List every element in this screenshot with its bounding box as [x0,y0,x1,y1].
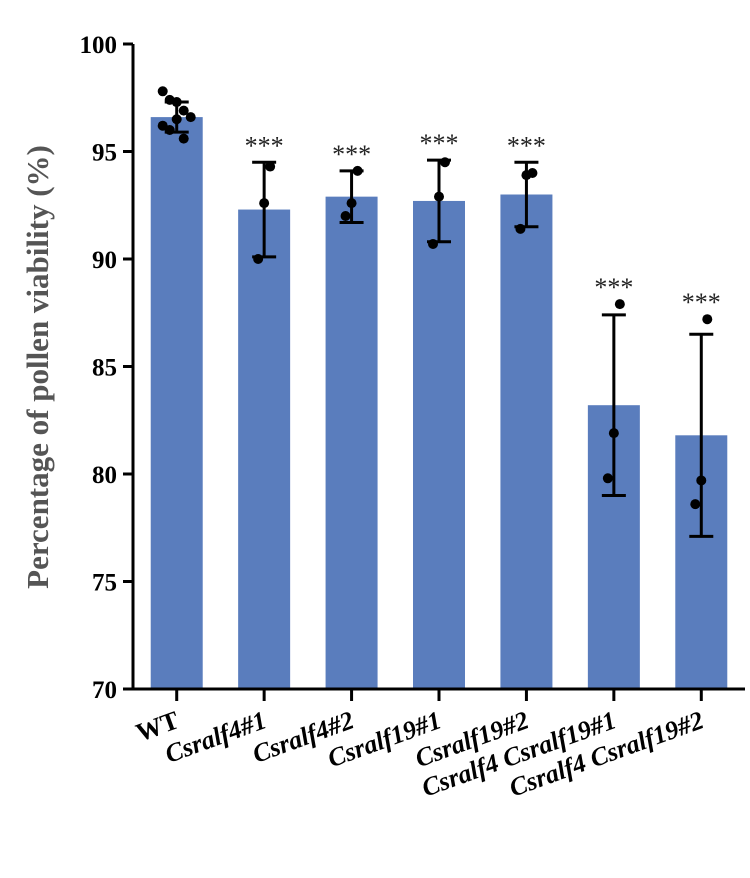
significance-label: *** [245,131,284,160]
y-tick-label: 95 [92,140,117,167]
bar [325,196,378,689]
data-point [352,165,363,176]
y-tick-label: 70 [92,677,117,704]
axis-frame [131,44,745,691]
y-axis-label: Percentage of pollen viability (%) [20,145,55,589]
data-point [265,161,276,172]
data-point [602,473,613,484]
data-point [185,112,196,123]
y-tick-label: 80 [92,462,117,489]
significance-label: *** [420,129,459,158]
y-tick-label: 90 [92,247,117,274]
bar [238,209,291,690]
data-point [515,223,526,234]
data-point [178,133,189,144]
data-point [171,114,182,125]
y-tick-label: 100 [80,32,118,59]
data-point [614,299,625,310]
significance-label: *** [507,131,546,160]
data-point [157,86,168,97]
data-point [164,125,175,135]
data-point [440,157,450,168]
y-tick-label: 75 [92,570,117,597]
data-point [434,191,444,202]
bar [413,200,465,689]
data-point [259,198,270,209]
data-point [178,105,189,116]
data-point [340,211,351,221]
data-point [428,238,438,249]
data-point [696,475,707,486]
data-point [690,499,701,510]
data-point [521,170,532,181]
y-tick-label: 85 [92,355,117,382]
data-point [702,314,713,325]
significance-label: *** [594,273,633,302]
data-point [171,97,182,108]
significance-label: *** [332,140,371,169]
significance-label: *** [682,288,721,317]
data-point [346,198,357,209]
bar [150,117,203,690]
data-point [253,254,264,264]
bar [500,194,553,689]
data-point [608,428,619,439]
x-tick-label: Csralf4#1 [161,705,270,768]
